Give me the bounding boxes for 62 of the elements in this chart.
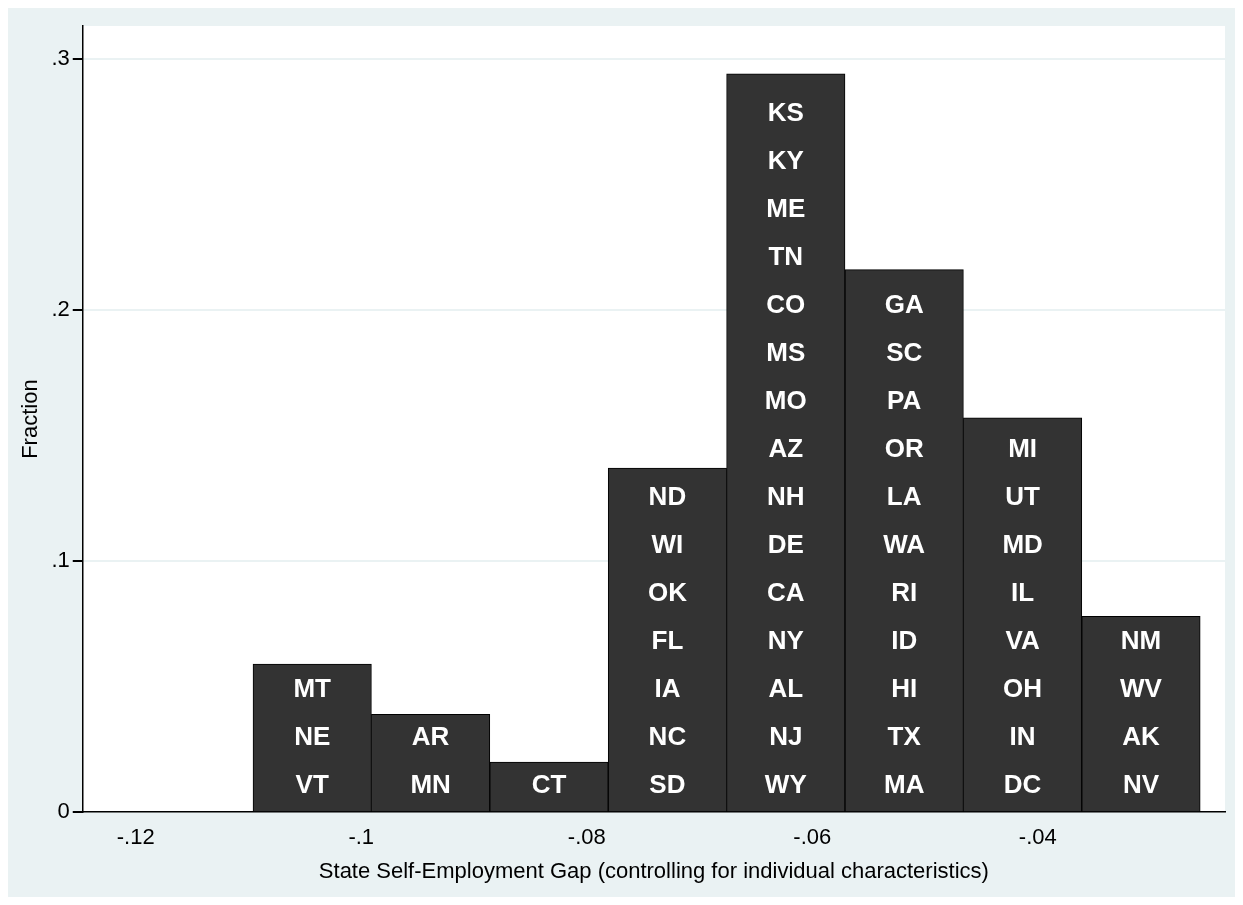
annotation: TX [887, 721, 922, 752]
x-tick-label: -.06 [793, 824, 832, 850]
annotation: VT [295, 769, 329, 800]
y-tick-label: .3 [51, 44, 70, 70]
annotation: OH [1003, 673, 1043, 704]
annotation: IA [654, 673, 681, 704]
annotation: MS [766, 337, 806, 368]
annotation: HI [891, 673, 918, 704]
annotation: UT [1005, 481, 1041, 512]
annotation: WI [651, 529, 684, 560]
annotation: MN [410, 769, 451, 800]
annotation: SD [649, 769, 686, 800]
x-tick-label: -.08 [567, 824, 606, 850]
annotation: CT [531, 769, 567, 800]
annotation: NV [1122, 769, 1160, 800]
annotation: IN [1009, 721, 1036, 752]
annotation: WV [1120, 673, 1163, 704]
annotation: CA [767, 577, 805, 608]
annotation: MO [764, 385, 807, 416]
annotation: WA [883, 529, 926, 560]
x-tick-label: -.12 [116, 824, 155, 850]
annotation: AK [1122, 721, 1160, 752]
annotation: OR [884, 433, 924, 464]
annotation: MD [1002, 529, 1043, 560]
annotation: NH [767, 481, 805, 512]
annotation: WY [764, 769, 807, 800]
annotation: TN [768, 241, 804, 272]
annotation: CO [766, 289, 806, 320]
x-tick-label: -.1 [348, 824, 375, 850]
annotation: NM [1120, 625, 1162, 656]
x-axis-title: State Self-Employment Gap (controlling for individual characteristics) [318, 857, 989, 883]
annotation: NY [767, 625, 804, 656]
annotation: FL [651, 625, 684, 656]
annotation: AL [768, 673, 804, 704]
annotation: MI [1008, 433, 1038, 464]
x-tick-label: -.04 [1018, 824, 1057, 850]
annotation: SC [886, 337, 923, 368]
annotation: NC [648, 721, 687, 752]
annotation: NJ [769, 721, 803, 752]
annotation: ME [766, 193, 806, 224]
annotation: VA [1005, 625, 1040, 656]
annotation: KY [767, 145, 804, 176]
annotation: MA [883, 769, 925, 800]
annotation: NE [294, 721, 331, 752]
annotation: DC [1003, 769, 1042, 800]
y-axis-title: Fraction [17, 379, 43, 459]
annotation: AZ [768, 433, 804, 464]
y-tick-label: .1 [51, 547, 70, 573]
annotation: OK [647, 577, 688, 608]
annotation: GA [884, 289, 924, 320]
annotation: RI [891, 577, 918, 608]
annotation: IL [1011, 577, 1035, 608]
annotation: LA [886, 481, 922, 512]
y-tick-label: .2 [51, 295, 70, 321]
annotation: AR [411, 721, 450, 752]
annotation: ID [891, 625, 918, 656]
annotation: KS [767, 97, 804, 128]
annotation: DE [767, 529, 804, 560]
y-tick-label: 0 [57, 798, 70, 824]
annotation: PA [887, 385, 922, 416]
annotation: MT [293, 673, 332, 704]
annotation: ND [648, 481, 687, 512]
